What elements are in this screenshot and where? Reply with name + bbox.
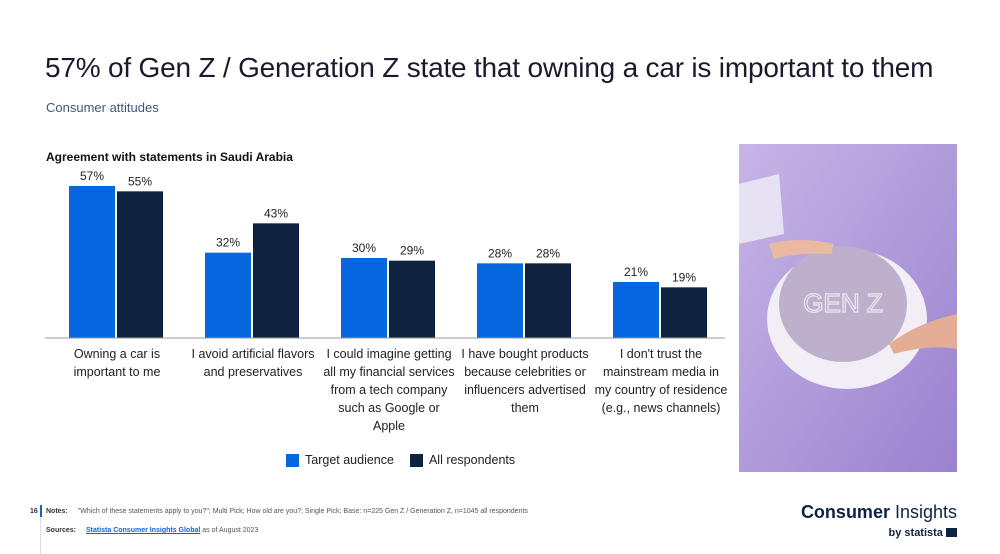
chart-title: Agreement with statements in Saudi Arabi… [46,150,293,164]
page-title: 57% of Gen Z / Generation Z state that o… [45,52,934,83]
legend-swatch-target [286,453,299,467]
legend-swatch-all [409,453,423,467]
data-label: 55% [128,174,152,188]
source-link[interactable]: Statista Consumer Insights Global [85,527,201,534]
data-label: 57% [80,169,104,183]
statista-icon [946,528,957,537]
data-label: 29% [400,244,424,258]
consumer-insights-logo: Consumer Insights by statista [801,502,957,539]
legend-label-target: Target audience [305,453,394,467]
sources: Sources: Statista Consumer Insights Globa… [46,527,258,534]
source-suffix: as of August 2023 [200,527,259,534]
data-label: 30% [352,241,376,255]
bar-all-2 [389,260,435,338]
bar-target-0 [69,186,115,338]
bar-all-3 [525,263,571,338]
bar-target-2 [341,258,387,338]
page-marker [40,505,42,517]
category-label: I avoid artificial flavors and preservat… [191,347,315,379]
legend-label-all: All respondents [428,453,516,467]
bar-all-0 [117,191,163,338]
sources-label: Sources: [46,527,76,534]
bar-target-1 [205,252,251,338]
bar-all-1 [253,223,299,338]
category-label: I don't trust the mainstream media in my… [594,347,728,415]
footer-divider [40,517,41,554]
notes-text: "Which of these statements apply to you?… [77,508,528,515]
category-label: I could imagine getting all my financial… [323,347,455,433]
legend: Target audience All respondents [286,453,515,467]
logo-bold: Consumer [800,502,890,522]
svg-text:GEN Z: GEN Z [803,288,883,318]
data-label: 43% [264,206,288,220]
data-label: 28% [536,246,560,260]
notes: Notes: "Which of these statements apply t… [46,508,528,515]
logo-light: Insights [889,502,957,522]
data-label: 19% [672,270,696,284]
gen-z-cake-photo: GEN Z [739,144,957,472]
bar-chart: 57% 55% 32% 43% 30% 29% 28% 28% 21% 19% [45,169,725,339]
bar-target-4 [613,282,659,338]
page-subtitle: Consumer attitudes [46,100,159,115]
data-label: 32% [216,236,240,250]
category-label: Owning a car is important to me [73,347,161,379]
category-label: I have bought products because celebriti… [461,347,589,415]
bar-all-4 [661,287,707,338]
page-number: 16 [30,508,38,515]
logo-by: by statista [888,527,943,539]
notes-label: Notes: [46,508,68,515]
data-label: 21% [624,265,648,279]
data-label: 28% [488,246,512,260]
bar-target-3 [477,263,523,338]
